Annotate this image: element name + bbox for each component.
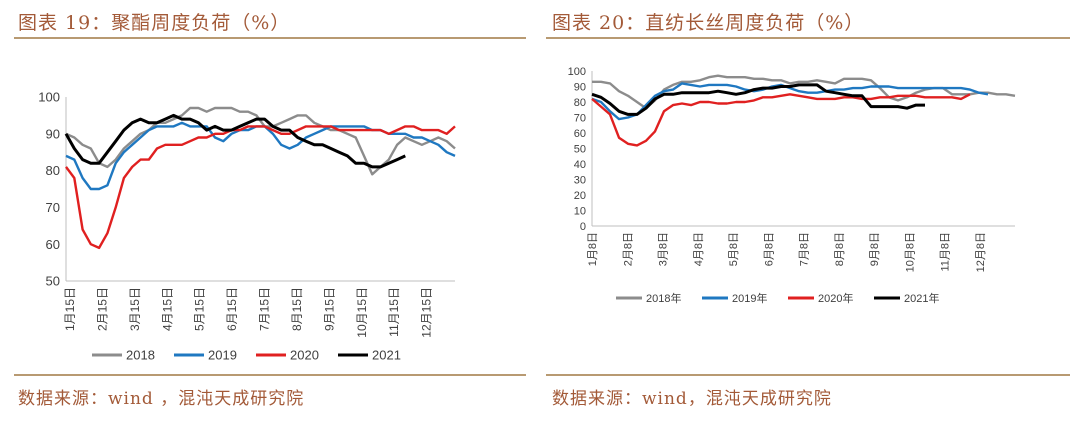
y-tick-label: 10 (574, 205, 586, 217)
polyester-load-chart: 50 60 70 80 90 100 1月15日 2月15日 3月15日 4月15日 5月15日 6月… (38, 90, 456, 363)
y-tick-label: 20 (574, 190, 586, 202)
y-tick-label: 60 (46, 237, 60, 252)
series-line-2019年 (591, 82, 989, 121)
x-tick-label: 11月15日 (387, 287, 401, 337)
x-tick-label: 10月8日 (904, 232, 916, 272)
series-line-2020 (65, 125, 456, 250)
x-tick-label: 4月15日 (160, 287, 174, 331)
right-title-rule (546, 37, 1070, 39)
x-tick-label: 1月15日 (63, 287, 77, 331)
y-tick-label: 0 (580, 221, 586, 233)
filament-load-chart: 0 10 20 30 40 50 60 70 80 90 100 1月8日 2月8日 3月8日 4月8日 5月… (568, 66, 1016, 305)
x-tick-label: 9月8日 (869, 232, 881, 266)
y-tick-label: 60 (574, 128, 586, 140)
x-tick-label: 8月8日 (834, 232, 846, 266)
y-tick-label: 50 (574, 143, 586, 155)
y-tick-label: 90 (46, 126, 60, 141)
legend-label: 2018 (126, 348, 155, 363)
x-tick-label: 7月15日 (258, 287, 272, 331)
x-tick-label: 9月15日 (322, 287, 336, 331)
x-tick-label: 12月8日 (975, 232, 987, 272)
series-line-2018 (65, 106, 456, 176)
left-panel-title: 图表 19：聚酯周度负荷（%） (18, 12, 291, 34)
y-tick-label: 80 (574, 97, 586, 109)
series-line-2021 (64, 113, 406, 169)
legend-label: 2018年 (646, 291, 681, 305)
x-tick-label: 5月15日 (193, 287, 207, 331)
y-tick-label: 50 (46, 274, 60, 289)
right-footer-rule (546, 374, 1070, 376)
y-tick-label: 40 (574, 159, 586, 171)
x-tick-label: 10月15日 (355, 287, 369, 338)
x-tick-label: 6月8日 (763, 232, 775, 266)
left-title-rule (14, 37, 526, 39)
right-source-note: 数据来源：wind，混沌天成研究院 (552, 389, 832, 409)
legend-label: 2019年 (732, 291, 767, 305)
y-tick-label: 80 (46, 163, 60, 178)
right-panel-title: 图表 20：直纺长丝周度负荷（%） (552, 12, 865, 34)
left-footer-rule (14, 374, 526, 376)
x-tick-label: 11月8日 (940, 232, 952, 272)
y-tick-label: 30 (574, 174, 586, 186)
x-tick-label: 5月8日 (728, 232, 740, 266)
legend-label: 2020年 (818, 291, 853, 305)
legend-label: 2021年 (904, 291, 939, 305)
y-tick-label: 100 (568, 66, 586, 78)
y-tick-label: 100 (38, 90, 60, 105)
x-tick-label: 1月8日 (587, 232, 599, 266)
x-tick-label: 7月8日 (799, 232, 811, 266)
y-tick-label: 70 (574, 112, 586, 124)
x-tick-label: 2月8日 (622, 232, 634, 266)
series-line-2020年 (591, 93, 971, 147)
x-tick-label: 2月15日 (95, 287, 109, 331)
legend-label: 2020 (290, 348, 319, 363)
series-line-2021年 (591, 83, 925, 116)
legend-label: 2021 (372, 348, 401, 363)
y-tick-label: 70 (46, 200, 60, 215)
x-tick-label: 3月8日 (658, 232, 670, 266)
x-tick-label: 12月15日 (420, 287, 434, 338)
x-tick-label: 6月15日 (225, 287, 239, 331)
y-tick-label: 90 (574, 81, 586, 93)
legend-label: 2019 (208, 348, 237, 363)
x-tick-label: 8月15日 (290, 287, 304, 331)
left-source-note: 数据来源：wind ，混沌天成研究院 (18, 389, 305, 409)
x-tick-label: 4月8日 (693, 232, 705, 266)
x-tick-label: 3月15日 (128, 287, 142, 331)
